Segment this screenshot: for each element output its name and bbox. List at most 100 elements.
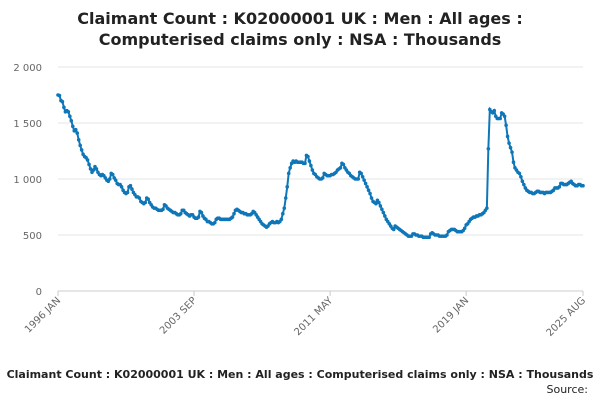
point bbox=[320, 176, 325, 180]
x-tick-label: 2025 AUG bbox=[545, 295, 589, 339]
point bbox=[70, 124, 75, 129]
point bbox=[309, 163, 313, 168]
x-tick-label: 2019 JAN bbox=[431, 295, 471, 335]
point bbox=[94, 167, 99, 171]
point bbox=[285, 185, 290, 189]
point bbox=[62, 105, 66, 110]
point bbox=[498, 116, 502, 121]
point bbox=[125, 190, 130, 195]
point bbox=[199, 210, 204, 215]
y-tick-label: 2 000 bbox=[13, 63, 42, 74]
point bbox=[502, 114, 507, 119]
point bbox=[338, 166, 343, 170]
x-tick-label: 1996 JAN bbox=[23, 295, 63, 335]
point bbox=[381, 210, 386, 215]
point bbox=[365, 185, 369, 189]
point bbox=[288, 166, 292, 170]
point bbox=[360, 174, 365, 179]
point bbox=[232, 211, 236, 216]
point bbox=[280, 211, 285, 216]
point bbox=[507, 141, 511, 145]
point bbox=[520, 179, 525, 184]
x-tick-label: 2003 SEP bbox=[158, 295, 199, 336]
point bbox=[286, 171, 291, 176]
point bbox=[486, 146, 491, 151]
x-tick-label: 2011 MAY bbox=[292, 295, 335, 338]
point bbox=[383, 214, 387, 218]
point bbox=[427, 235, 431, 240]
point bbox=[110, 172, 115, 177]
point bbox=[178, 211, 183, 216]
point bbox=[282, 206, 287, 210]
point bbox=[362, 178, 366, 182]
point bbox=[510, 150, 514, 154]
point bbox=[374, 201, 378, 206]
point bbox=[380, 207, 384, 212]
point bbox=[377, 200, 381, 205]
point bbox=[366, 188, 371, 192]
point bbox=[91, 168, 96, 172]
point bbox=[359, 171, 363, 176]
point bbox=[356, 177, 361, 181]
point bbox=[522, 182, 526, 187]
point bbox=[505, 134, 510, 139]
y-tick-label: 1 500 bbox=[13, 119, 42, 130]
point bbox=[363, 181, 368, 186]
point bbox=[212, 220, 217, 225]
point bbox=[119, 185, 124, 189]
point bbox=[462, 226, 467, 231]
point bbox=[279, 217, 284, 222]
point bbox=[75, 131, 80, 135]
chart-title: Claimant Count : K02000001 UK : Men : Al… bbox=[77, 9, 522, 28]
point bbox=[485, 206, 489, 210]
point bbox=[130, 187, 134, 191]
point bbox=[85, 158, 90, 162]
point bbox=[73, 127, 78, 132]
point bbox=[306, 154, 310, 159]
point bbox=[113, 178, 118, 182]
point bbox=[378, 204, 383, 208]
source: Source: bbox=[547, 383, 589, 396]
point bbox=[107, 177, 112, 181]
point bbox=[369, 196, 374, 200]
y-tick-label: 1 000 bbox=[13, 175, 42, 186]
point bbox=[76, 138, 81, 142]
point bbox=[283, 196, 288, 200]
point bbox=[511, 160, 516, 164]
point bbox=[196, 215, 201, 219]
point bbox=[230, 215, 235, 219]
point bbox=[508, 145, 513, 150]
point bbox=[60, 99, 65, 104]
point bbox=[307, 159, 312, 163]
point bbox=[78, 143, 82, 148]
point bbox=[88, 167, 93, 171]
point bbox=[517, 171, 522, 176]
point bbox=[57, 93, 62, 98]
point bbox=[87, 162, 91, 167]
point bbox=[519, 174, 523, 179]
point bbox=[341, 162, 346, 167]
point bbox=[492, 108, 497, 113]
point bbox=[66, 110, 71, 114]
point bbox=[79, 148, 84, 152]
point bbox=[391, 227, 396, 232]
point bbox=[445, 233, 449, 237]
point bbox=[161, 207, 165, 212]
point bbox=[368, 191, 372, 196]
point bbox=[581, 183, 585, 188]
point bbox=[303, 161, 307, 166]
y-tick-label: 500 bbox=[23, 231, 42, 242]
point bbox=[128, 183, 133, 188]
point bbox=[557, 185, 562, 189]
point bbox=[310, 168, 315, 172]
point bbox=[504, 123, 508, 128]
caption: Claimant Count : K02000001 UK : Men : Al… bbox=[7, 368, 594, 381]
y-tick-label: 0 bbox=[36, 287, 42, 298]
point bbox=[143, 200, 148, 205]
point bbox=[137, 196, 142, 200]
point bbox=[68, 114, 72, 119]
chart-title: Computerised claims only : NSA : Thousan… bbox=[99, 30, 502, 49]
point bbox=[69, 118, 74, 123]
point bbox=[146, 197, 151, 201]
